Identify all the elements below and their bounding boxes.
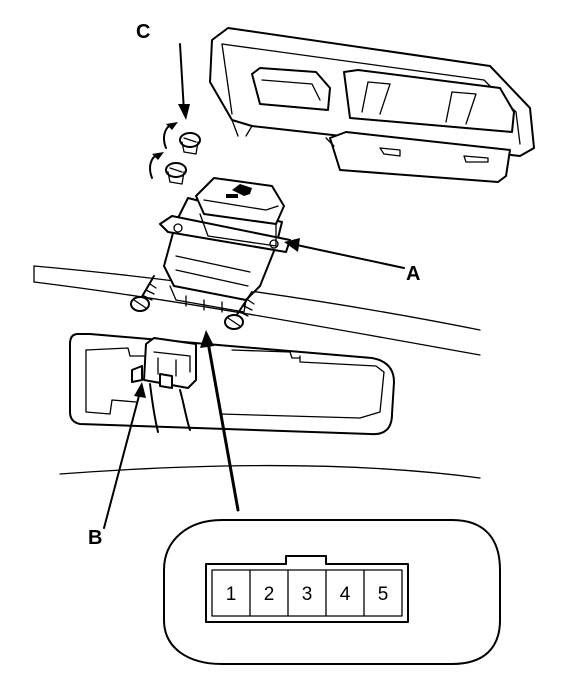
- label-b: B: [88, 527, 102, 549]
- pin-2-label: 2: [264, 584, 275, 605]
- pin-3-label: 3: [302, 584, 313, 605]
- harness-connector: [131, 337, 197, 433]
- panel-opening: [69, 333, 395, 436]
- switch-assembly: [159, 177, 291, 313]
- pin-4-label: 4: [340, 584, 351, 605]
- pin-5-label: 5: [378, 584, 389, 605]
- mounting-screw-right: [224, 291, 255, 330]
- label-a: A: [406, 263, 420, 285]
- connector-detail-view: 1 2 3 4 5: [163, 519, 501, 665]
- screw-c-lower: [149, 152, 187, 185]
- mounting-screw-left: [130, 275, 157, 312]
- trim-panel-lines: [33, 265, 481, 479]
- screw-c-upper: [163, 122, 201, 155]
- label-c: C: [136, 21, 150, 43]
- pin-1-label: 1: [226, 584, 237, 605]
- callout-lines: [103, 43, 405, 529]
- switch-bezel: [209, 27, 535, 183]
